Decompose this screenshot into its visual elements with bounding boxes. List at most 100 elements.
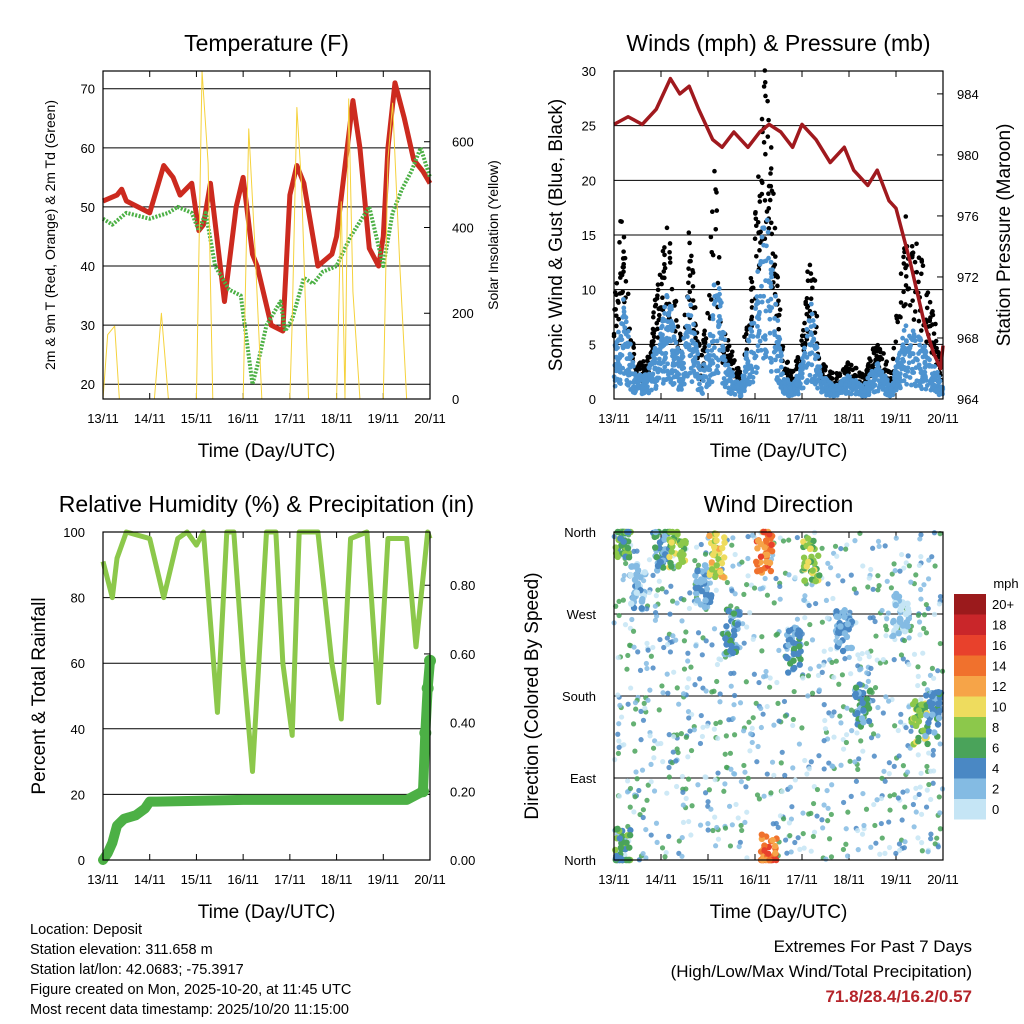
wind-point xyxy=(624,377,630,383)
wind-point xyxy=(927,379,933,385)
wind-point xyxy=(690,358,696,363)
direction-point xyxy=(821,766,827,772)
direction-point xyxy=(764,771,770,777)
direction-point-10 xyxy=(833,608,840,615)
direction-point-16 xyxy=(758,831,766,838)
direction-point xyxy=(627,785,634,792)
wind-point xyxy=(699,390,705,396)
direction-point xyxy=(796,741,802,747)
direction-point-6 xyxy=(730,627,738,634)
wind-point xyxy=(708,353,713,358)
gust-point xyxy=(802,320,807,326)
direction-point xyxy=(616,598,622,605)
x-tick-label-3-0: 13/11 xyxy=(598,872,630,887)
direction-point xyxy=(782,837,789,843)
direction-point xyxy=(888,585,894,591)
gust-point xyxy=(757,248,762,253)
direction-point-3 xyxy=(668,539,675,546)
direction-point-2 xyxy=(652,544,659,551)
plot-frame-1 xyxy=(613,70,944,400)
direction-point xyxy=(896,753,902,759)
direction-point xyxy=(794,616,801,622)
wind-point xyxy=(641,378,646,384)
direction-point xyxy=(705,799,711,805)
direction-point-5 xyxy=(720,554,728,561)
direction-point xyxy=(705,827,711,833)
gust-point xyxy=(810,285,815,291)
wind-point xyxy=(742,364,748,370)
direction-point xyxy=(759,648,765,654)
direction-point xyxy=(668,583,674,589)
direction-point xyxy=(806,811,812,817)
direction-point xyxy=(698,541,704,548)
direction-point xyxy=(656,578,662,584)
direction-point xyxy=(784,850,790,856)
direction-point xyxy=(616,744,622,750)
direction-point xyxy=(789,804,795,810)
direction-point xyxy=(800,675,806,681)
wind-point xyxy=(843,391,849,396)
wind-point xyxy=(620,345,626,351)
direction-point xyxy=(697,676,703,682)
direction-point xyxy=(854,730,860,736)
direction-point xyxy=(680,789,686,795)
y-tick-label-3-1: East xyxy=(570,771,596,786)
x-tick-label-3-3: 16/11 xyxy=(739,872,771,887)
direction-point xyxy=(816,753,822,759)
wind-point xyxy=(673,340,679,346)
direction-point xyxy=(879,835,885,841)
direction-point xyxy=(643,660,649,667)
colorbar-swatch-8 xyxy=(954,758,986,779)
extremes-values: 71.8/28.4/16.2/0.57 xyxy=(825,987,972,1006)
gust-point xyxy=(661,269,667,274)
wind-point xyxy=(670,360,676,366)
direction-point-6 xyxy=(734,621,742,628)
wind-point xyxy=(630,363,636,369)
direction-point xyxy=(693,643,699,649)
gust-point xyxy=(693,335,698,341)
gust-point xyxy=(654,320,660,326)
wind-point xyxy=(763,278,769,284)
gust-point xyxy=(814,313,820,319)
x-tick-label-2-6: 19/11 xyxy=(367,872,399,887)
gust-point xyxy=(805,278,811,284)
gust-point xyxy=(794,366,799,372)
wind-point xyxy=(778,385,784,390)
direction-point xyxy=(641,700,647,706)
direction-point xyxy=(737,839,743,845)
direction-point xyxy=(823,597,830,604)
wind-point xyxy=(884,387,889,393)
direction-point-2 xyxy=(661,536,668,543)
direction-point xyxy=(631,809,637,815)
gust-point xyxy=(677,331,683,337)
direction-point xyxy=(925,849,931,855)
direction-point xyxy=(666,833,672,839)
direction-point-4 xyxy=(703,585,711,593)
direction-point xyxy=(800,810,806,816)
direction-point xyxy=(670,749,676,755)
gust-point xyxy=(675,324,681,329)
direction-point xyxy=(906,661,912,667)
direction-point xyxy=(843,739,850,746)
direction-point xyxy=(755,743,761,750)
wind-point xyxy=(716,357,721,363)
gust-point xyxy=(808,296,814,302)
wind-point xyxy=(631,379,637,385)
direction-point xyxy=(884,578,890,584)
direction-point xyxy=(731,670,737,676)
direction-point xyxy=(712,777,718,783)
wind-point xyxy=(884,392,890,398)
gust-point xyxy=(776,326,781,332)
wind-point xyxy=(759,283,764,289)
y2-tick-label-1-1: 968 xyxy=(957,331,979,346)
gust-point xyxy=(702,328,707,334)
direction-point xyxy=(693,544,700,550)
direction-point xyxy=(650,572,656,578)
direction-point xyxy=(644,665,650,672)
wind-point xyxy=(922,352,928,358)
direction-point xyxy=(803,640,810,647)
gust-point xyxy=(752,236,758,242)
direction-point xyxy=(810,800,817,807)
wind-point xyxy=(688,365,694,371)
x-tick-label-3-2: 15/11 xyxy=(692,872,724,887)
